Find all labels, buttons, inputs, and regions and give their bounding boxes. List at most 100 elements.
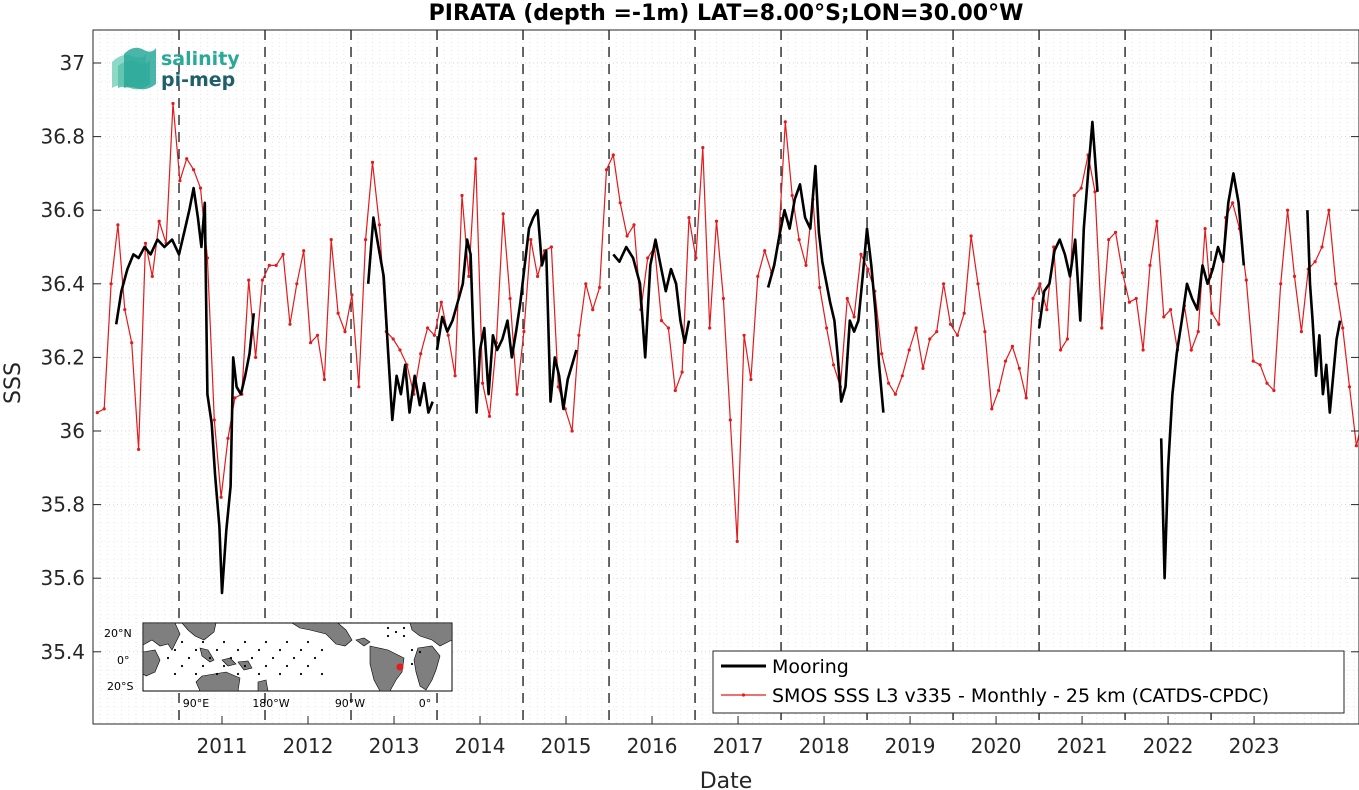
smos-point <box>1189 348 1193 352</box>
x-tick-label: 2012 <box>283 734 334 758</box>
buoy-dot <box>180 640 184 644</box>
smos-point <box>1217 322 1221 326</box>
buoy-dot <box>285 664 289 668</box>
smos-point <box>783 120 787 124</box>
smos-point <box>900 374 904 378</box>
legend-swatch-smos-marker <box>741 693 746 697</box>
buoy-dot <box>264 640 268 644</box>
buoy-dot <box>229 656 233 660</box>
mooring-segment <box>612 238 691 359</box>
x-tick-label: 2021 <box>1057 734 1108 758</box>
buoy-dot <box>386 634 390 638</box>
buoy-dot <box>222 664 226 668</box>
smos-point <box>701 146 705 150</box>
smos-point <box>198 186 203 190</box>
buoy-dot <box>257 672 261 676</box>
smos-point <box>467 274 471 278</box>
smos-point <box>1320 245 1324 249</box>
smos-point <box>1203 227 1207 231</box>
map-lat-label-20s: 20°S <box>107 680 133 693</box>
x-tick-label: 2019 <box>885 734 936 758</box>
smos-point <box>1003 359 1008 363</box>
buoy-dot <box>166 656 170 660</box>
smos-point <box>123 308 127 312</box>
smos-point <box>921 366 925 370</box>
smos-point <box>914 326 918 330</box>
x-tick-label: 2014 <box>455 734 506 758</box>
smos-point <box>185 157 189 161</box>
smos-point <box>887 381 891 385</box>
smos-point <box>1127 300 1131 304</box>
smos-point <box>508 296 512 301</box>
smos-point <box>329 238 333 242</box>
mooring-series <box>114 120 1342 595</box>
smos-point <box>529 238 533 242</box>
smos-point <box>577 333 581 337</box>
smos-point <box>687 216 691 220</box>
smos-point <box>522 330 526 334</box>
buoy-dot <box>194 672 198 676</box>
smos-point <box>948 322 953 326</box>
x-tick-label: 2018 <box>799 734 850 758</box>
buoy-dot <box>285 640 289 644</box>
smos-point <box>336 311 340 315</box>
smos-point <box>515 392 519 396</box>
smos-point <box>1114 230 1118 234</box>
smos-point <box>845 296 849 301</box>
smos-point <box>143 241 148 245</box>
buoy-dot <box>394 630 398 634</box>
smos-point <box>178 179 182 183</box>
smos-point <box>1279 282 1283 286</box>
buoy-dot <box>236 672 240 676</box>
buoy-dot <box>173 672 177 676</box>
buoy-dot <box>201 640 205 644</box>
smos-point <box>1100 326 1104 330</box>
smos-point <box>694 256 698 260</box>
smos-point <box>501 212 505 216</box>
smos-point <box>1210 311 1214 315</box>
smos-point <box>212 418 216 422</box>
smos-point <box>536 274 540 278</box>
buoy-dot <box>418 650 422 654</box>
smos-point <box>1292 274 1297 278</box>
smos-point <box>1334 282 1338 286</box>
smos-point <box>398 348 402 352</box>
buoy-dot <box>313 656 317 660</box>
smos-point <box>1072 193 1076 198</box>
buoy-dot <box>306 664 310 668</box>
buoy-dot <box>180 664 184 668</box>
smos-point <box>659 319 664 323</box>
smos-point <box>584 282 588 286</box>
smos-point <box>942 282 946 286</box>
map-lon-label-90w: 90°W <box>335 697 365 710</box>
smos-point <box>377 223 381 227</box>
smos-point <box>591 308 595 312</box>
smos-point <box>343 330 347 334</box>
smos-point <box>1010 344 1015 348</box>
smos-point <box>673 388 677 393</box>
smos-point <box>714 219 719 223</box>
smos-point <box>1299 330 1303 334</box>
smos-point <box>618 201 622 205</box>
buoy-dot <box>386 626 390 630</box>
smos-point <box>804 263 808 267</box>
mooring-segment <box>114 186 256 595</box>
x-tick-label: 2017 <box>713 734 764 758</box>
smos-point <box>625 234 629 238</box>
y-tick-label: 35.6 <box>40 566 85 590</box>
smos-point <box>267 263 271 267</box>
smos-point <box>315 333 320 337</box>
y-tick-label: 36.2 <box>40 345 85 369</box>
smos-point <box>1148 263 1152 267</box>
smos-point <box>1079 186 1083 190</box>
station-location-marker <box>396 663 404 671</box>
smos-point <box>646 256 650 260</box>
smos-point <box>260 278 264 282</box>
smos-point <box>1244 278 1248 282</box>
buoy-dot <box>243 664 247 668</box>
smos-point <box>969 234 973 238</box>
legend-box <box>712 650 1345 714</box>
smos-point <box>990 407 994 411</box>
smos-point <box>1286 208 1290 212</box>
